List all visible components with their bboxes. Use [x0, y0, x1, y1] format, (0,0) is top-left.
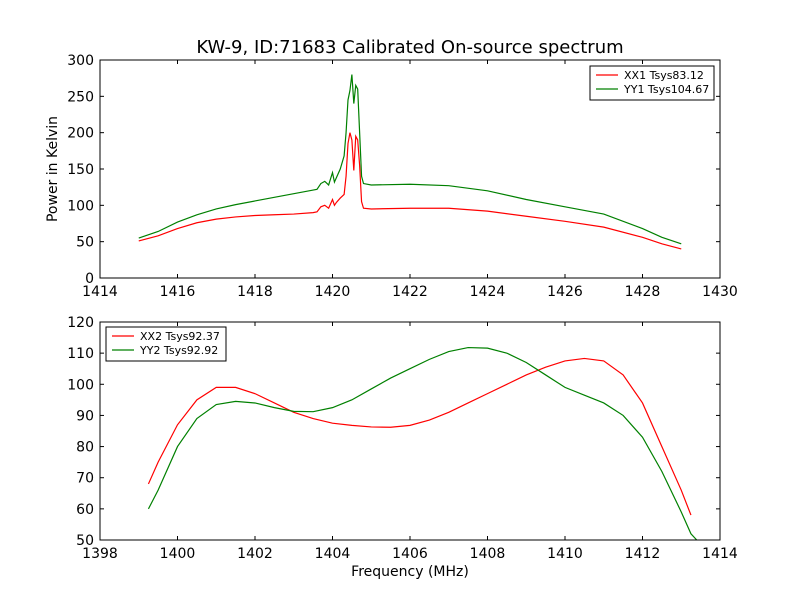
y-tick-label: 300	[67, 53, 94, 69]
x-tick-label: 1400	[160, 546, 196, 562]
x-tick-label: 1422	[392, 284, 428, 300]
y-axis-label: Power in Kelvin	[45, 116, 61, 222]
x-tick-label: 1426	[547, 284, 583, 300]
x-tick-label: 1398	[82, 546, 118, 562]
x-tick-label: 1406	[392, 546, 428, 562]
y-tick-label: 50	[76, 235, 94, 251]
legend-entry: XX2 Tsys92.37	[140, 330, 220, 343]
x-tick-label: 1414	[702, 546, 738, 562]
legend-entry: YY1 Tsys104.67	[623, 83, 709, 96]
x-tick-label: 1418	[237, 284, 273, 300]
legend-entry: YY2 Tsys92.92	[139, 344, 218, 357]
series-line-xx-plot2	[147, 357, 692, 516]
x-tick-label: 1428	[625, 284, 661, 300]
y-tick-label: 110	[67, 346, 94, 362]
x-tick-label: 1402	[237, 546, 273, 562]
y-tick-label: 70	[76, 471, 94, 487]
bottom-plot: 1398 1400 1402 1404 1406 1408 1410 1412 1414 50 60…	[67, 315, 738, 580]
series-line-yy-plot1	[138, 74, 682, 245]
x-tick-label: 1420	[315, 284, 351, 300]
x-tick-label: 1410	[547, 546, 583, 562]
x-tick-label: 1412	[625, 546, 661, 562]
y-tick-label: 250	[67, 89, 94, 105]
x-axis-label: Frequency (MHz)	[351, 564, 469, 580]
y-tick-label: 50	[76, 533, 94, 549]
y-tick-label: 90	[76, 408, 94, 424]
legend-entry: XX1 Tsys83.12	[624, 69, 704, 82]
chart-title: KW-9, ID:71683 Calibrated On-source spec…	[196, 37, 623, 58]
y-tick-label: 120	[67, 315, 94, 331]
top-plot: 1414 1416 1418 1420 1422 1424 1426 1428 1430 0 50 1…	[45, 53, 738, 300]
y-tick-label: 200	[67, 126, 94, 142]
y-tick-label: 100	[67, 198, 94, 214]
x-tick-label: 1404	[315, 546, 351, 562]
y-tick-label: 150	[67, 162, 94, 178]
y-tick-label: 100	[67, 377, 94, 393]
y-tick-label: 60	[76, 502, 94, 518]
x-tick-label: 1408	[470, 546, 506, 562]
y-tick-label: 80	[76, 440, 94, 456]
series-line-xx-plot1	[138, 132, 682, 250]
x-tick-label: 1414	[82, 284, 118, 300]
y-tick-label: 0	[85, 271, 94, 287]
x-tick-label: 1416	[160, 284, 196, 300]
x-tick-label: 1430	[702, 284, 738, 300]
x-tick-label: 1424	[470, 284, 506, 300]
series-line-yy-plot2	[147, 346, 698, 540]
